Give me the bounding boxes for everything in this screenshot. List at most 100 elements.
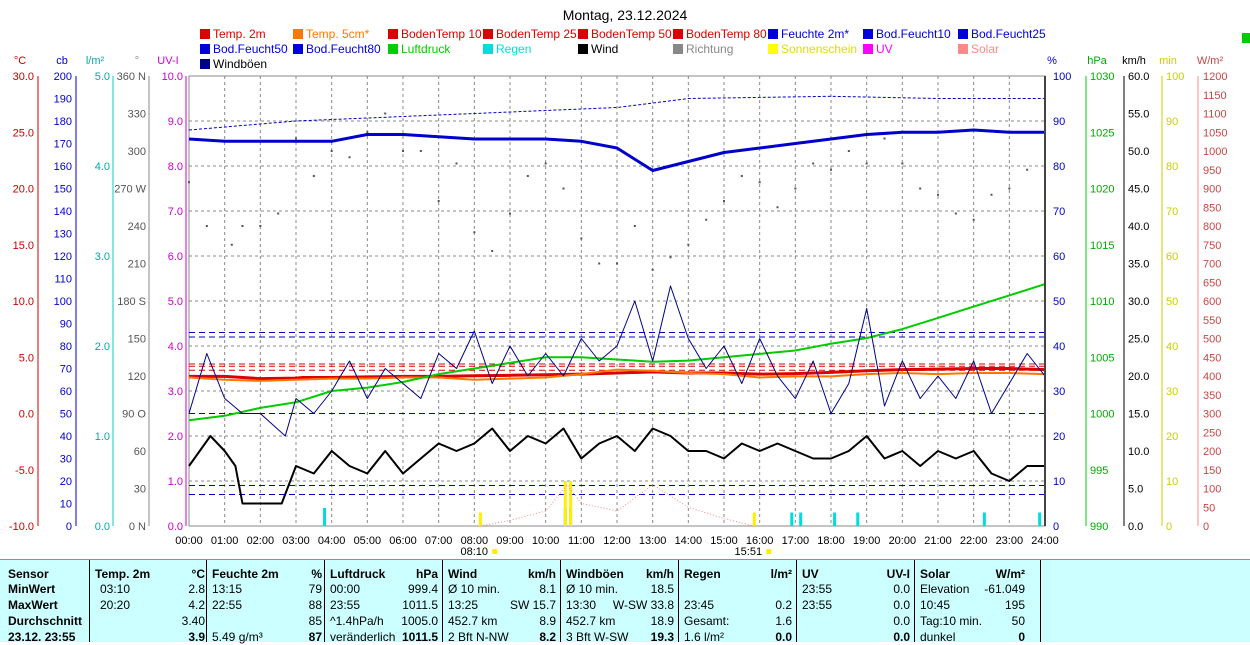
direction-point	[937, 193, 939, 196]
temp-row-value: 2.8	[188, 582, 205, 596]
sunshine-tick: 30	[1166, 386, 1178, 398]
x-tick-label: 07:00	[425, 535, 453, 547]
cb-tick: 150	[54, 184, 72, 196]
direction-point	[705, 218, 708, 221]
legend-label: BodenTemp 10	[401, 27, 482, 41]
boen-row-value: 18.9	[650, 614, 674, 628]
legend-label: UV	[876, 42, 893, 56]
pressure-tick: 1010	[1090, 296, 1114, 308]
rain-tick: 5.0	[95, 71, 110, 83]
direction-point	[544, 162, 547, 165]
series-line-solar	[480, 484, 755, 527]
direction-point	[883, 137, 886, 140]
table-separator	[206, 560, 207, 642]
direction-point	[259, 225, 262, 227]
temp-tick: -5.0	[15, 465, 34, 477]
direction-point	[633, 225, 636, 227]
temp-tick: 30.0	[13, 71, 34, 83]
direction-point	[954, 212, 957, 215]
solar-row-value: 0	[1018, 630, 1025, 644]
left-unit-label: cb	[56, 55, 68, 67]
uv-tick: 9.0	[168, 116, 183, 128]
cb-tick: 180	[54, 116, 72, 128]
uv-row-label: 23:55	[802, 582, 833, 596]
direction-point	[598, 262, 601, 265]
x-tick-label: 01:00	[211, 535, 239, 547]
rain-bar	[323, 508, 327, 526]
direction-point	[419, 150, 422, 152]
luftdruck-row-value: 1005.0	[401, 614, 438, 628]
luftdruck-row-label: 00:00	[330, 582, 361, 596]
direction-point	[277, 212, 280, 215]
legend-label: Bod.Feucht50	[213, 42, 288, 56]
luftdruck-row-label: 23:55	[330, 598, 361, 612]
legend-swatch	[673, 44, 683, 54]
pressure-tick: 1005	[1090, 352, 1114, 364]
boen-header: Windböen	[566, 567, 624, 581]
direction-point	[205, 225, 208, 227]
solar-tick: 200	[1203, 446, 1221, 458]
direction-tick: 240	[128, 221, 146, 233]
legend-swatch	[388, 29, 398, 39]
solar-tick: 600	[1203, 296, 1221, 308]
luftdruck-row-label: ^1.4hPa/h	[330, 614, 384, 628]
legend-swatch	[768, 29, 778, 39]
humidity-tick: 40	[1053, 341, 1065, 353]
legend-label: Windböen	[213, 57, 267, 71]
humidity-tick: 90	[1053, 116, 1065, 128]
direction-tick: 30	[134, 484, 146, 496]
uv-tick: 10.0	[162, 71, 183, 83]
solar-tick: 150	[1203, 465, 1221, 477]
solar-tick: 400	[1203, 371, 1221, 383]
solar-tick: 550	[1203, 315, 1221, 327]
legend-swatch	[200, 29, 210, 39]
direction-point	[366, 131, 369, 134]
rain-tick: 1.0	[95, 431, 110, 443]
regen-unit: l/m²	[770, 567, 792, 581]
legend-swatch	[958, 44, 968, 54]
wind-unit: km/h	[527, 567, 556, 581]
cb-tick: 10	[60, 499, 72, 511]
sunshine-tick: 20	[1166, 431, 1178, 443]
sunshine-tick: 70	[1166, 206, 1178, 218]
legend-swatch	[200, 59, 210, 69]
table-separator	[89, 560, 90, 642]
temp-tick: 10.0	[13, 296, 34, 308]
series-line-wind	[188, 427, 1045, 505]
cb-tick: 40	[60, 431, 72, 443]
wind-tick: 0.0	[1128, 521, 1143, 533]
wind-tick: 35.0	[1128, 259, 1149, 271]
solar-tick: 1050	[1203, 127, 1227, 139]
legend-swatch	[578, 29, 588, 39]
cb-tick: 50	[60, 409, 72, 421]
rain-bar	[1038, 512, 1042, 526]
cb-tick: 70	[60, 364, 72, 376]
summary-table: Sensor MinWert MaxWert Durchschnitt 23.12. 2…	[0, 559, 1250, 644]
cb-tick: 110	[54, 274, 72, 286]
uv-tick: 8.0	[168, 161, 183, 173]
legend-swatch	[768, 44, 778, 54]
wind-tick: 40.0	[1128, 221, 1149, 233]
direction-point	[847, 150, 850, 152]
temp-row-value: 3.9	[188, 630, 205, 644]
legend-label: Bod.Feucht80	[306, 42, 381, 56]
legend-swatch	[293, 44, 303, 54]
x-tick-label: 15:00	[710, 535, 738, 547]
rain-bar	[790, 512, 794, 526]
direction-point	[1008, 187, 1011, 190]
humidity-tick: 10	[1053, 476, 1065, 488]
direction-point	[865, 162, 868, 165]
feuchte-row-value: 85	[308, 614, 322, 628]
temp-row-label: 03:10	[100, 582, 131, 596]
direction-point	[812, 162, 815, 165]
cb-tick: 0	[66, 521, 72, 533]
luftdruck-header: Luftdruck	[330, 567, 386, 581]
wind-row-value: 8.9	[539, 614, 556, 628]
series-line-windb-en	[188, 285, 1046, 437]
solar-tick: 450	[1203, 352, 1221, 364]
x-tick-label: 00:00	[175, 535, 203, 547]
table-separator	[914, 560, 915, 642]
solar-row-value: -61.049	[984, 582, 1025, 596]
pressure-tick: 1030	[1090, 71, 1114, 83]
temp-tick: 15.0	[13, 240, 34, 252]
